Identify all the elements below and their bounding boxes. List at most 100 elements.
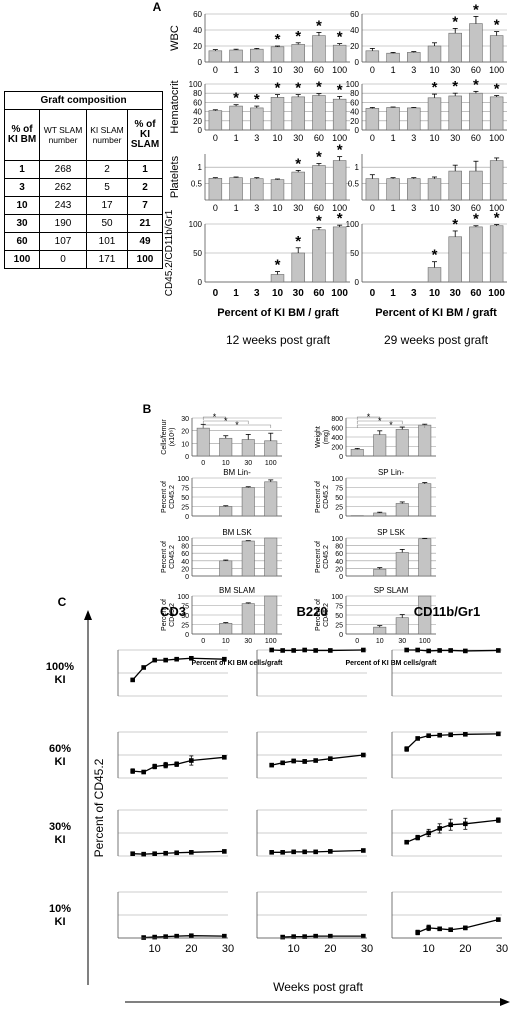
data-point (496, 917, 501, 922)
y-tick-label: 100 (346, 80, 360, 89)
y-axis-label: CD45.2 (323, 485, 330, 509)
data-point (404, 647, 409, 653)
data-point (313, 648, 318, 653)
y-tick-label: 400 (331, 435, 343, 442)
significance-star: * (389, 420, 393, 430)
x-tick-label: 1 (234, 203, 239, 213)
bar (332, 160, 347, 201)
chart-title: SP Lin- (378, 468, 404, 477)
significance-star: * (452, 78, 458, 95)
x-tick-label: 1 (234, 133, 239, 143)
significance-star: * (295, 28, 301, 45)
y-tick-label: 20 (350, 42, 359, 51)
bar (264, 595, 278, 635)
data-point (415, 736, 420, 741)
y-tick-label: 40 (350, 108, 359, 117)
y-tick-label: 50 (335, 495, 343, 502)
bar (386, 107, 400, 131)
y-tick-label: 50 (181, 495, 189, 502)
x-tick-label: 100 (332, 203, 347, 213)
panel-label: C (58, 595, 67, 609)
x-tick-label: 30 (450, 288, 462, 299)
significance-star: * (254, 91, 260, 108)
significance-star: * (337, 29, 343, 46)
bar (469, 23, 483, 63)
significance-bracket (356, 416, 381, 420)
data-point (437, 926, 442, 932)
y-tick-label: 1 (355, 163, 360, 172)
data-point (463, 925, 468, 931)
bar (469, 92, 483, 131)
y-tick-label: 0 (339, 514, 343, 521)
x-tick-label: 0 (370, 203, 375, 213)
data-point (496, 648, 501, 653)
y-tick-label: 0 (185, 514, 189, 521)
significance-star: * (275, 31, 281, 48)
x-tick-label: 30 (450, 65, 460, 75)
x-tick-label: 10 (429, 133, 439, 143)
time-label: 29 weeks post graft (384, 333, 489, 347)
x-tick-label: 30 (293, 288, 305, 299)
row-label: 10% (49, 903, 71, 915)
chart-title: SP SLAM (374, 586, 409, 595)
x-tick-label: 0 (355, 638, 359, 645)
significance-star: * (295, 233, 301, 250)
y-tick-label: 80 (350, 89, 359, 98)
data-point (448, 927, 453, 933)
table-cell: 49 (127, 232, 163, 251)
significance-star: * (452, 13, 458, 30)
x-tick-label: 3 (254, 288, 260, 299)
y-tick-label: 40 (193, 26, 202, 35)
bar (291, 44, 305, 63)
bar (270, 97, 285, 131)
x-tick-label: 1 (390, 288, 396, 299)
y-tick-label: 50 (181, 613, 189, 620)
y-tick-label: 30 (181, 416, 189, 423)
significance-star: * (275, 257, 281, 274)
data-point (189, 850, 194, 855)
data-point (291, 934, 296, 939)
row-label: 100% (46, 661, 74, 673)
data-point (152, 851, 157, 856)
bar (489, 35, 504, 63)
bar (395, 617, 409, 635)
y-axis-label: (x10⁶) (169, 428, 176, 447)
significance-star: * (494, 210, 500, 227)
y-tick-label: 20 (193, 42, 202, 51)
data-point (328, 933, 333, 939)
bar (264, 481, 278, 517)
y-tick-label: 200 (331, 445, 343, 452)
y-axis-label: CD45.2 (323, 545, 330, 569)
y-tick-label: 80 (181, 544, 189, 551)
x-axis-label: Weeks post graft (273, 980, 363, 994)
bar (448, 170, 462, 201)
y-tick-label: 20 (181, 429, 189, 436)
bar (489, 96, 504, 131)
y-tick-label: 0.5 (191, 180, 203, 189)
x-tick-label: 10 (376, 638, 384, 645)
y-tick-label: 60 (335, 551, 343, 558)
data-point (163, 850, 168, 856)
y-tick-label: 100 (189, 80, 203, 89)
x-tick-label: 60 (470, 288, 482, 299)
y-tick-label: 600 (331, 426, 343, 433)
x-tick-label: 0 (213, 288, 219, 299)
significance-star: * (295, 155, 301, 172)
bar (332, 226, 347, 283)
bar (407, 107, 421, 131)
y-tick-label: 75 (181, 486, 189, 493)
bar (427, 97, 442, 131)
y-tick-label: 60 (350, 98, 359, 107)
significance-star: * (367, 412, 371, 422)
data-point (163, 762, 168, 768)
table-row: 60 107 101 49 (4, 232, 163, 251)
y-tick-label: 0 (355, 126, 360, 135)
x-tick-label: 30 (293, 65, 303, 75)
data-point (426, 648, 431, 654)
data-point (496, 817, 501, 823)
bar (395, 503, 409, 517)
data-point (174, 933, 179, 939)
bar (489, 160, 504, 201)
bar (489, 225, 504, 283)
